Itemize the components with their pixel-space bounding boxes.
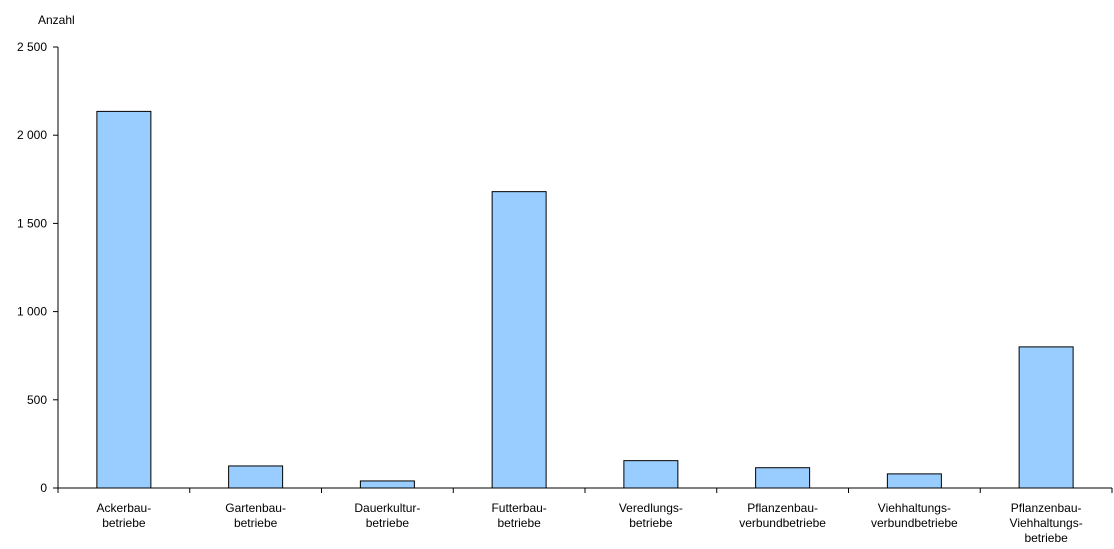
- bar: [359, 480, 415, 489]
- y-tick-label: 1 500: [17, 216, 47, 230]
- x-tick-label: Futterbau-betriebe: [491, 501, 546, 530]
- bar: [755, 467, 811, 489]
- x-tick-label: Gartenbau-betriebe: [225, 501, 286, 530]
- x-tick-label: Pflanzenbau-verbundbetriebe: [739, 501, 826, 530]
- bar: [1018, 346, 1074, 489]
- bar: [228, 465, 284, 489]
- bars: [96, 110, 1074, 489]
- y-tick-label: 2 000: [17, 128, 47, 142]
- y-tick-label: 0: [40, 481, 47, 495]
- y-tick-label: 1 000: [17, 305, 47, 319]
- y-tick-label: 500: [27, 393, 47, 407]
- bar: [96, 110, 152, 489]
- y-tick-label: 2 500: [17, 40, 47, 54]
- x-tick-label: Veredlungs-betriebe: [619, 501, 683, 530]
- x-tick-label: Dauerkultur-betriebe: [354, 501, 420, 530]
- y-axis: 0 500 1 000 1 500 2 000 2 500: [17, 40, 59, 495]
- bar: [623, 460, 679, 489]
- x-tick-label: Ackerbau-betriebe: [97, 501, 152, 530]
- bar: [491, 191, 547, 489]
- x-axis: Ackerbau-betriebe Gartenbau-betriebe Dauer…: [57, 487, 1113, 545]
- bar: [886, 473, 942, 489]
- y-axis-label: Anzahl: [38, 13, 75, 27]
- x-tick-label: Viehhaltungs-verbundbetriebe: [871, 501, 958, 530]
- x-tick-label: Pflanzenbau-Viehhaltungs-betriebe: [1010, 501, 1083, 545]
